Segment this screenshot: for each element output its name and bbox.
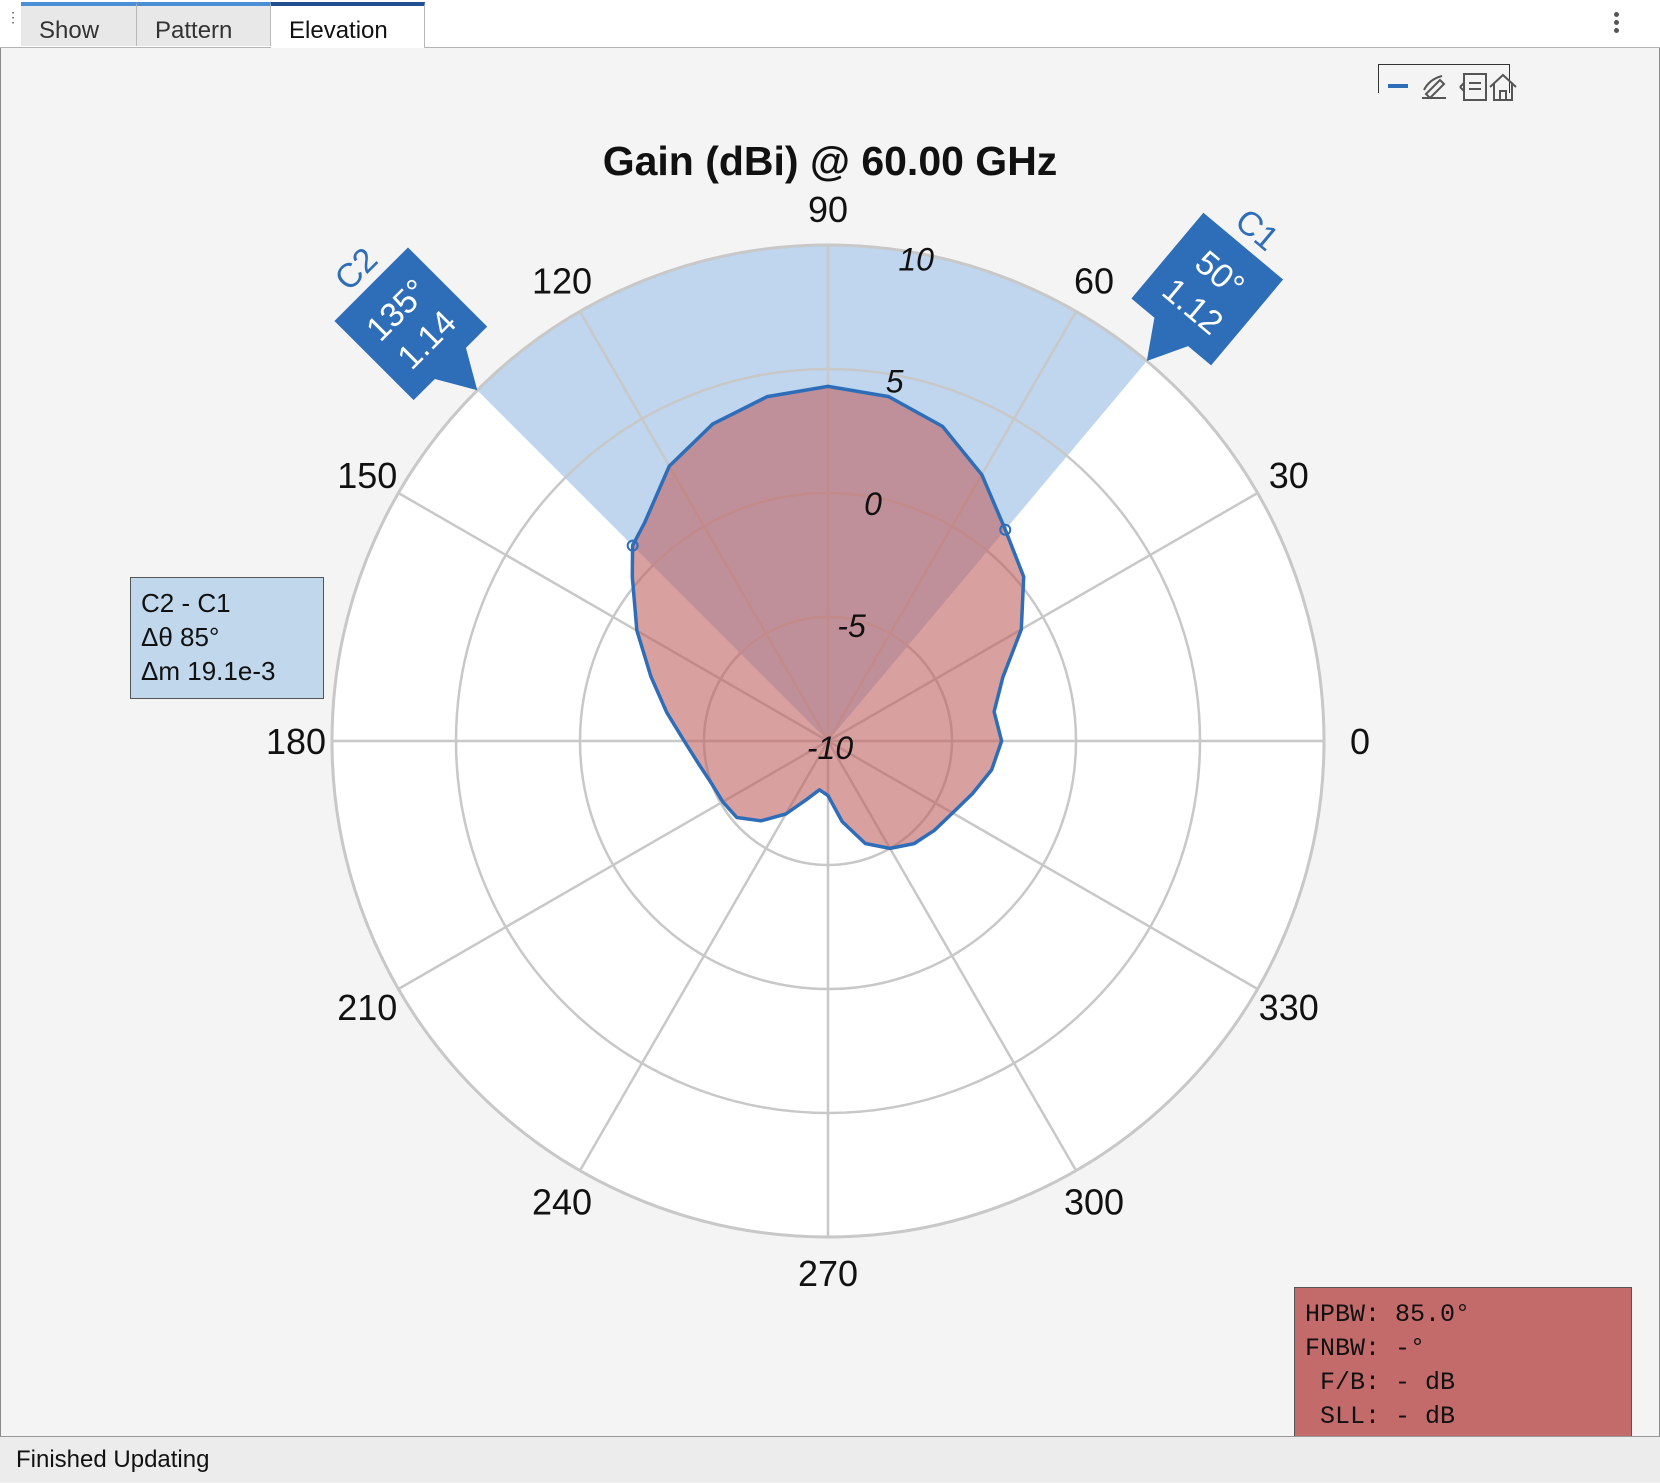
angle-tick-label: 300 [1064, 1182, 1124, 1223]
angle-tick-label: 0 [1350, 721, 1370, 762]
legend-icon[interactable] [1458, 70, 1492, 104]
r-tick-label: -5 [837, 608, 866, 644]
angle-tick-label: 30 [1269, 455, 1309, 496]
r-tick-label: 0 [864, 486, 882, 522]
tab-show[interactable]: Show [21, 2, 137, 46]
chart-title: Gain (dBi) @ 60.00 GHz [602, 138, 1058, 184]
tab-pattern[interactable]: Pattern [137, 2, 271, 46]
pattern-curve [630, 384, 1026, 851]
r-tick-label: 10 [898, 242, 934, 278]
r-tick-label: 5 [886, 364, 904, 400]
metric-fnbw: FNBW: -° [1305, 1334, 1426, 1363]
tab-elevation[interactable]: Elevation [271, 2, 425, 48]
cursor-point-c1 [999, 523, 1012, 536]
home-icon[interactable] [1486, 70, 1520, 104]
angle-tick-label: 150 [337, 455, 397, 496]
angle-tick-label: 180 [266, 721, 326, 762]
cursor-flag-body [334, 247, 488, 401]
tab-bar: ⋮ Show Pattern Elevation [0, 0, 1660, 48]
angle-tick-label: 120 [532, 260, 592, 301]
angle-tick-label: 270 [798, 1253, 858, 1294]
metric-sll: SLL: - dB [1305, 1402, 1456, 1431]
cursor-flag-body [1131, 212, 1284, 366]
metric-hpbw: HPBW: 85.0° [1305, 1300, 1471, 1329]
outer-circle [330, 243, 1326, 1239]
edit-icon[interactable] [1418, 70, 1452, 104]
angle-tick-label: 240 [532, 1182, 592, 1223]
angle-tick-label: 210 [337, 987, 397, 1028]
r-tick-label: -10 [807, 730, 853, 766]
grip-icon[interactable]: ⋮ [6, 9, 20, 25]
toolbar-frame [1378, 64, 1510, 93]
axes-toolbar [1378, 64, 1517, 106]
cursor-delta-box[interactable]: C2 - C1 Δθ 85° Δm 19.1e-3 [130, 577, 324, 699]
angle-tick-label: 90 [808, 189, 848, 230]
minus-icon[interactable] [1382, 70, 1416, 104]
cursor-point-c2 [626, 539, 639, 552]
angle-tick-label: 330 [1259, 987, 1319, 1028]
delta-line-3: Δm 19.1e-3 [141, 656, 276, 686]
status-bar: Finished Updating [0, 1436, 1660, 1482]
polar-chart[interactable]: 0 30 60 90 120 150 180 210 240 270 300 330 -10 -5 0 5 10… [0, 48, 1660, 1436]
angle-tick-label: 60 [1074, 260, 1114, 301]
more-options-icon[interactable] [1614, 12, 1620, 36]
metrics-box[interactable]: HPBW: 85.0° FNBW: -° F/B: - dB SLL: - dB [1294, 1287, 1632, 1439]
delta-line-2: Δθ 85° [141, 622, 220, 652]
delta-line-1: C2 - C1 [141, 588, 231, 618]
metric-fb: F/B: - dB [1305, 1368, 1456, 1397]
